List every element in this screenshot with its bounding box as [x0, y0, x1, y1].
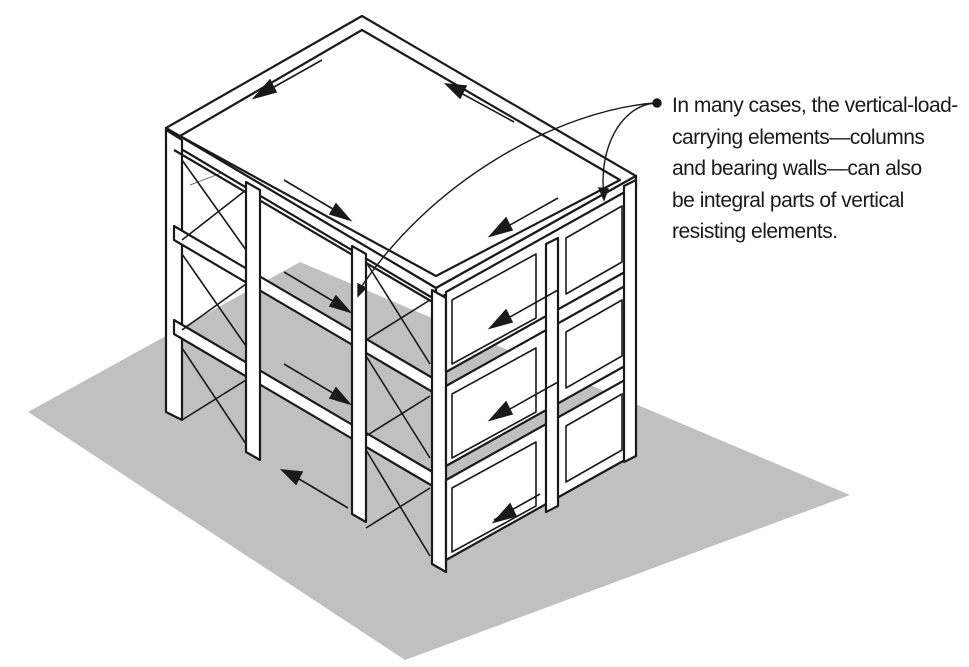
x-bracing-left-bay — [181, 159, 247, 445]
annotation-line-1: In many cases, the vertical-load- — [672, 94, 958, 117]
annotation-line-5: resisting elements. — [672, 220, 838, 243]
left-column-3 — [350, 244, 368, 524]
corner-column-left — [164, 128, 184, 422]
right-wall-pier — [544, 236, 560, 514]
left-column-2 — [244, 180, 262, 462]
x-bracing-right-bay — [365, 261, 431, 557]
wall-openings — [451, 205, 623, 553]
annotation-text: In many cases, the vertical-load- carryi… — [672, 90, 964, 248]
roof-inner-rim — [178, 28, 622, 278]
annotation-line-2: carrying elements—columns — [672, 125, 925, 149]
corner-column-front — [430, 288, 448, 574]
annotation-leaders — [357, 98, 662, 298]
force-arrows — [251, 59, 559, 524]
annotation-line-3: and bearing walls—can also — [672, 157, 922, 180]
annotation-line-4: be integral parts of vertical — [672, 188, 904, 212]
building-frame — [164, 14, 638, 574]
corner-column-right — [622, 178, 638, 464]
